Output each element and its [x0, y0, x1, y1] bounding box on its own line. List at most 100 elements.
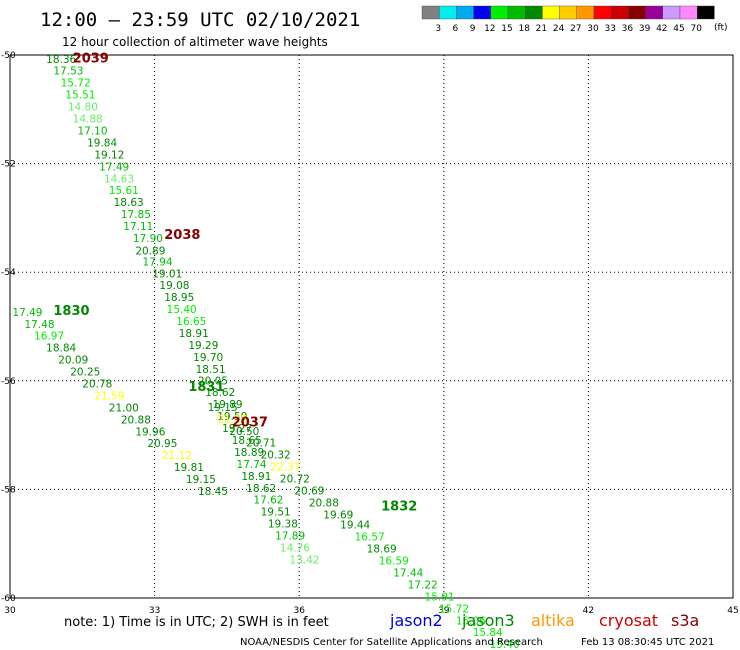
colorbar-swatch: [559, 5, 577, 20]
wave-height-value: 18.36: [46, 54, 76, 66]
colorbar-tick-label: 6: [453, 24, 459, 34]
wave-height-value: 19.01: [152, 268, 182, 280]
legend-cryosat: cryosat: [599, 611, 658, 630]
wave-height-value: 15.84: [473, 627, 503, 639]
legend-jason3: jason3: [461, 611, 515, 630]
track-1830: 17.4917.4816.9718.8420.0920.2520.7821.59…: [12, 307, 228, 498]
wave-height-value: 20.88: [309, 497, 339, 509]
wave-height-value: 18.89: [234, 447, 264, 459]
wave-height-value: 19.38: [268, 519, 298, 531]
wave-height-value: 18.62: [246, 483, 276, 495]
plot-frame: [9, 54, 734, 599]
wave-height-value: 16.97: [34, 331, 64, 343]
wave-height-value: 19.70: [193, 352, 223, 364]
colorbar-swatch: [439, 5, 457, 20]
colorbar-swatch: [576, 5, 595, 20]
x-tick-label: 36: [293, 606, 305, 616]
footer-credit: NOAA/NESDIS Center for Satellite Applica…: [240, 637, 543, 648]
wave-height-value: 17.85: [121, 209, 151, 221]
colorbar-swatch: [525, 5, 543, 20]
footer-timestamp: Feb 13 08:30:45 UTC 2021: [581, 637, 714, 648]
wave-height-value: 19.89: [212, 399, 242, 411]
wave-height-value: 20.32: [261, 450, 291, 462]
wave-height-value: 21.59: [94, 390, 124, 402]
colorbar-swatch: [542, 5, 560, 20]
wave-height-value: 19.15: [208, 402, 238, 414]
colorbar-tick-label: 36: [622, 24, 634, 34]
colorbar-tick-label: 70: [690, 24, 702, 34]
colorbar-tick-label: 24: [553, 24, 565, 34]
wave-height-value: 14.76: [280, 543, 310, 555]
wave-height-value: 20.95: [147, 438, 177, 450]
wave-height-value: 18.65: [232, 435, 262, 447]
colorbar-tick-label: 9: [470, 24, 476, 34]
colorbar-swatch: [645, 5, 663, 20]
wave-height-value: 21.12: [162, 450, 192, 462]
wave-height-value: 19.12: [94, 149, 124, 161]
wave-height-value: 19.81: [174, 462, 204, 474]
colorbar-swatch: [473, 5, 492, 20]
colorbar-swatch: [662, 5, 681, 20]
colorbar-swatch: [490, 5, 509, 20]
wave-height-value: 20.78: [82, 379, 112, 391]
wave-height-value: 16.59: [379, 556, 409, 568]
colorbar-unit: (ft): [714, 23, 728, 33]
wave-height-value: 17.89: [275, 531, 305, 543]
wave-height-value: 17.94: [143, 256, 173, 268]
wave-height-value: 17.11: [123, 221, 153, 233]
wave-height-value: 17.44: [393, 567, 423, 579]
pass-id-label: 1830: [53, 304, 89, 319]
colorbar-tick-label: 27: [570, 24, 581, 34]
wave-height-value: 15.06: [456, 615, 486, 627]
colorbar-swatch: [593, 5, 612, 20]
wave-height-value: 15.61: [109, 185, 139, 197]
colorbar-swatch: [697, 5, 715, 20]
wave-height-value: 19.84: [87, 137, 117, 149]
colorbar-tick-label: 15: [501, 24, 512, 34]
wave-height-value: 17.62: [253, 495, 283, 507]
legend-jason2: jason2: [389, 611, 443, 630]
wave-height-value: 18.69: [367, 544, 397, 556]
colorbar-swatch: [628, 5, 646, 20]
wave-height-value: 17.10: [77, 125, 107, 137]
wave-height-value: 16.65: [176, 316, 206, 328]
wave-height-value: 14.63: [104, 173, 134, 185]
legend-s3a: s3a: [671, 611, 699, 630]
pass-id-label: 1831: [188, 380, 224, 395]
colorbar-tick-label: 12: [484, 24, 495, 34]
y-tick-label: -58: [1, 485, 16, 495]
wave-height-value: 18.91: [179, 328, 209, 340]
wave-height-value: 18.95: [164, 292, 194, 304]
wave-height-value: 17.49: [99, 161, 129, 173]
colorbar-tick-label: 3: [435, 24, 441, 34]
wave-height-value: 15.40: [490, 639, 520, 650]
colorbar-tick-label: 18: [518, 24, 530, 34]
track-1832: 19.4416.5718.6916.5917.4417.2215.9115.72…: [340, 520, 520, 650]
wave-height-value: 19.27: [222, 423, 252, 435]
colorbar-swatch: [421, 5, 440, 20]
x-tick-label: 33: [149, 606, 160, 616]
colorbar-swatch: [456, 5, 474, 20]
wave-height-value: 21.25: [217, 414, 247, 426]
colorbar-swatch: [507, 5, 526, 20]
footer-note: note: 1) Time is in UTC; 2) SWH is in fe…: [64, 615, 329, 630]
wave-height-value: 17.49: [12, 307, 42, 319]
wave-height-value: 19.29: [188, 340, 218, 352]
track-2039: 18.3617.5315.7215.5114.8014.8817.1019.84…: [46, 54, 319, 567]
chart-title: 12:00 – 23:59 UTC 02/10/2021: [40, 9, 360, 31]
y-tick-label: -50: [1, 51, 16, 61]
pass-id-label: 2037: [232, 416, 268, 431]
wave-height-value: 22.37: [270, 462, 300, 474]
wave-height-value: 19.69: [323, 509, 353, 521]
wave-height-value: 19.15: [186, 474, 216, 486]
wave-height-value: 19.51: [261, 507, 291, 519]
wave-height-value: 15.72: [439, 603, 469, 615]
colorbar-tick-label: 30: [587, 24, 599, 34]
y-tick-label: -52: [1, 160, 16, 170]
colorbar-tick-label: 42: [656, 24, 667, 34]
wave-height-value: 18.84: [46, 343, 76, 355]
wave-height-value: 15.51: [65, 90, 95, 102]
wave-height-value: 15.72: [61, 78, 91, 90]
wave-height-value: 17.74: [237, 459, 267, 471]
wave-height-value: 20.50: [229, 426, 259, 438]
